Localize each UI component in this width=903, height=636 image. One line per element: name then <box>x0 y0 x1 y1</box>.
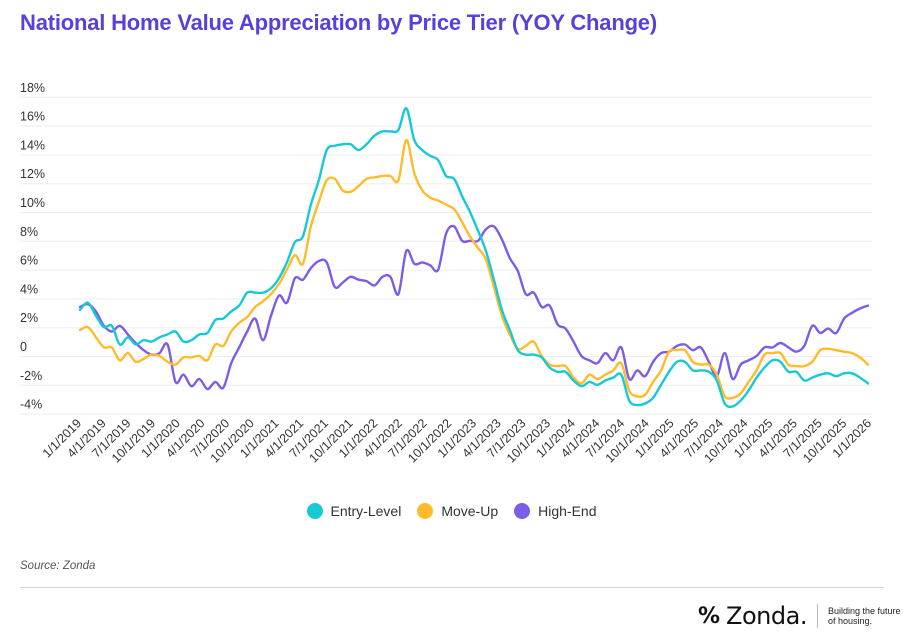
series-line-entry-level <box>78 107 870 409</box>
legend-item-entry-level[interactable]: Entry-Level <box>306 503 402 519</box>
y-tick-label: 18% <box>20 81 45 95</box>
y-tick-label: 12% <box>20 167 45 181</box>
legend: Entry-Level Move-Up High-End <box>0 503 903 519</box>
legend-label-high-end: High-End <box>538 503 597 519</box>
source-note: Source: Zonda <box>20 560 96 572</box>
y-tick-label: 0 <box>20 340 27 354</box>
legend-swatch-entry-level <box>306 503 323 519</box>
legend-swatch-high-end <box>514 503 531 519</box>
line-chart: 18% 16% 14% 12% 10% 8% 6% 4% 2% 0 -2% -4% 1/1/20194… <box>20 81 874 465</box>
legend-label-move-up: Move-Up <box>441 503 499 519</box>
y-tick-label: -4% <box>20 398 42 412</box>
footer-divider <box>20 587 884 588</box>
brand-name: Zonda. <box>726 602 807 630</box>
legend-label-entry-level: Entry-Level <box>330 503 402 519</box>
legend-item-high-end[interactable]: High-End <box>514 503 596 519</box>
y-tick-label: 2% <box>20 311 38 325</box>
y-tick-label: 14% <box>20 138 45 152</box>
brand-logo: % Zonda. Building the future of housing. <box>698 602 903 630</box>
x-axis-ticks: 1/1/20194/1/20197/1/201910/1/20191/1/202… <box>40 416 874 465</box>
legend-item-move-up[interactable]: Move-Up <box>417 503 498 519</box>
series-lines <box>78 107 870 409</box>
brand-tagline: Building the future of housing. <box>827 606 901 626</box>
y-axis-ticks: 18% 16% 14% 12% 10% 8% 6% 4% 2% 0 -2% -4% <box>20 81 45 412</box>
series-line-move-up <box>78 138 870 400</box>
gridlines <box>20 96 872 415</box>
y-tick-label: -2% <box>20 369 42 383</box>
y-tick-label: 6% <box>20 254 38 268</box>
y-tick-label: 4% <box>20 282 38 296</box>
y-tick-label: 8% <box>20 225 38 239</box>
legend-swatch-move-up <box>417 503 434 519</box>
zonda-logo-icon: % <box>698 603 721 629</box>
brand-separator <box>816 604 818 628</box>
y-tick-label: 16% <box>20 110 45 124</box>
series-line-high-end <box>78 224 870 391</box>
chart-title: National Home Value Appreciation by Pric… <box>20 10 657 35</box>
y-tick-label: 10% <box>20 196 45 210</box>
